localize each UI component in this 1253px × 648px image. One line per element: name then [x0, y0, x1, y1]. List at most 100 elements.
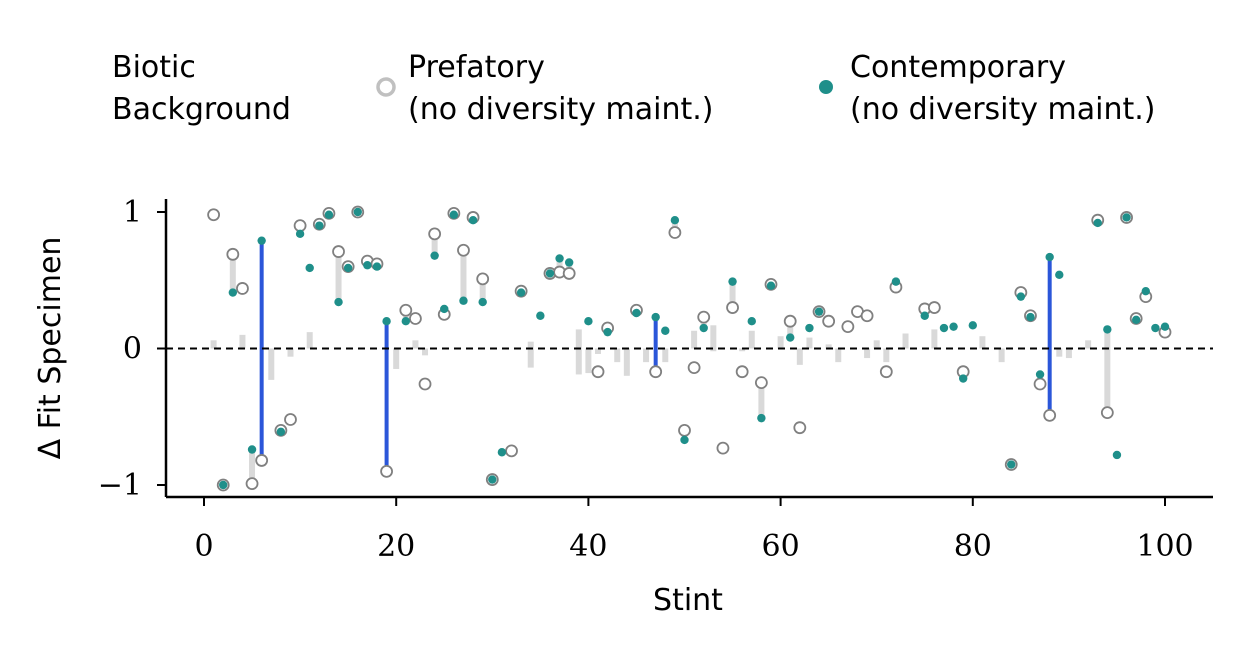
- prefatory-point: [293, 219, 307, 233]
- legend-prefatory-line2: (no diversity maint.): [408, 92, 714, 127]
- contemporary-point: [497, 448, 507, 457]
- contemporary-point: [324, 210, 334, 219]
- contemporary-point: [468, 215, 478, 225]
- x-axis-label: Stint: [653, 583, 723, 618]
- y-tick-label: 0: [123, 332, 142, 367]
- prefatory-point: [1043, 408, 1057, 422]
- contemporary-point: [1151, 323, 1160, 333]
- prefatory-point: [332, 245, 345, 258]
- legend-title-line2: Background: [112, 92, 291, 127]
- prefatory-point: [236, 282, 249, 295]
- prefatory-point: [380, 464, 393, 478]
- x-tick-label: 80: [954, 529, 992, 564]
- prefatory-point: [255, 454, 269, 467]
- contemporary-point: [632, 308, 641, 318]
- prefatory-point: [793, 421, 807, 435]
- prefatory-point: [735, 365, 749, 379]
- x-tick-label: 100: [1136, 529, 1193, 564]
- contemporary-point: [478, 297, 487, 307]
- contemporary-point: [382, 317, 391, 326]
- prefatory-point: [649, 365, 663, 379]
- contemporary-point: [1026, 312, 1035, 322]
- contemporary-point: [536, 311, 545, 320]
- x-tick-label: 0: [194, 529, 213, 564]
- y-axis-label: Δ Fit Specimen: [33, 237, 68, 460]
- prefatory-point: [245, 477, 259, 491]
- contemporary-point: [814, 307, 824, 316]
- contemporary-point: [449, 210, 459, 219]
- contemporary-point: [699, 323, 708, 333]
- contemporary-point: [1112, 450, 1122, 460]
- prefatory-point: [207, 208, 221, 222]
- contemporary-point: [1045, 252, 1054, 262]
- prefatory-point: [927, 301, 941, 314]
- contemporary-point: [1035, 370, 1045, 379]
- contemporary-point: [545, 269, 555, 278]
- contemporary-point: [680, 435, 689, 445]
- x-ticks: 0 20 40 60 80 100: [194, 497, 1194, 564]
- contemporary-point: [766, 281, 776, 290]
- contemporary-point: [488, 475, 497, 484]
- x-tick-label: 40: [569, 529, 607, 564]
- prefatory-point: [505, 444, 518, 458]
- contemporary-point: [1016, 292, 1026, 301]
- prefatory-point: [783, 314, 797, 328]
- prefatory-point: [754, 376, 768, 390]
- contemporary-point: [440, 304, 449, 314]
- contemporary-point: [459, 296, 468, 305]
- prefatory-point: [841, 320, 855, 334]
- contemporary-point: [228, 288, 238, 297]
- contemporary-point: [651, 312, 660, 322]
- prefatory-point: [1100, 406, 1114, 420]
- contemporary-point: [1007, 460, 1016, 469]
- contemporary-point: [516, 288, 526, 297]
- prefatory-point: [457, 243, 470, 257]
- contemporary-point: [1055, 270, 1064, 279]
- y-tick-label: 1: [123, 195, 142, 230]
- contemporary-point: [315, 221, 324, 230]
- contemporary-point: [363, 261, 372, 270]
- prefatory-point: [697, 310, 711, 324]
- prefatory-point: [822, 314, 836, 328]
- prefatory-point: [428, 227, 442, 241]
- prefatory-point: [226, 247, 240, 261]
- contemporary-point: [757, 413, 766, 423]
- prefatory-point: [860, 309, 874, 323]
- contemporary-point: [353, 207, 362, 217]
- legend-prefatory-marker: [376, 77, 396, 97]
- contemporary-point: [1141, 286, 1150, 296]
- prefatory-point: [668, 226, 682, 239]
- contemporary-point: [603, 327, 612, 337]
- contemporary-point: [372, 262, 382, 271]
- contemporary-point: [305, 263, 314, 273]
- contemporary-point: [891, 277, 901, 286]
- contemporary-point: [949, 322, 958, 331]
- contemporary-point: [958, 374, 968, 383]
- contemporary-point: [1160, 322, 1170, 331]
- contemporary-point: [295, 229, 305, 239]
- contemporary-point: [584, 317, 593, 326]
- contemporary-point: [276, 427, 286, 436]
- contemporary-point: [257, 236, 266, 245]
- legend-contemporary-marker: [819, 80, 833, 94]
- contemporary-points-layer: [219, 207, 1170, 490]
- contemporary-point: [401, 317, 411, 326]
- contemporary-point: [219, 480, 228, 490]
- prefatory-point: [284, 413, 297, 426]
- prefatory-point: [591, 365, 605, 379]
- prefatory-point: [418, 377, 432, 391]
- x-tick-label: 20: [377, 529, 415, 564]
- contemporary-point: [1122, 213, 1131, 222]
- y-ticks: −1 0 1: [98, 195, 166, 503]
- contemporary-point: [728, 277, 737, 286]
- prefatory-point: [687, 361, 701, 375]
- legend-prefatory-line1: Prefatory: [408, 50, 545, 85]
- contemporary-point: [920, 311, 929, 320]
- y-tick-label: −1: [98, 468, 142, 503]
- contemporary-point: [670, 215, 680, 225]
- prefatory-point: [399, 303, 413, 317]
- legend-title-line1: Biotic: [112, 50, 196, 85]
- contemporary-point: [343, 263, 353, 273]
- prefatory-point: [409, 312, 422, 325]
